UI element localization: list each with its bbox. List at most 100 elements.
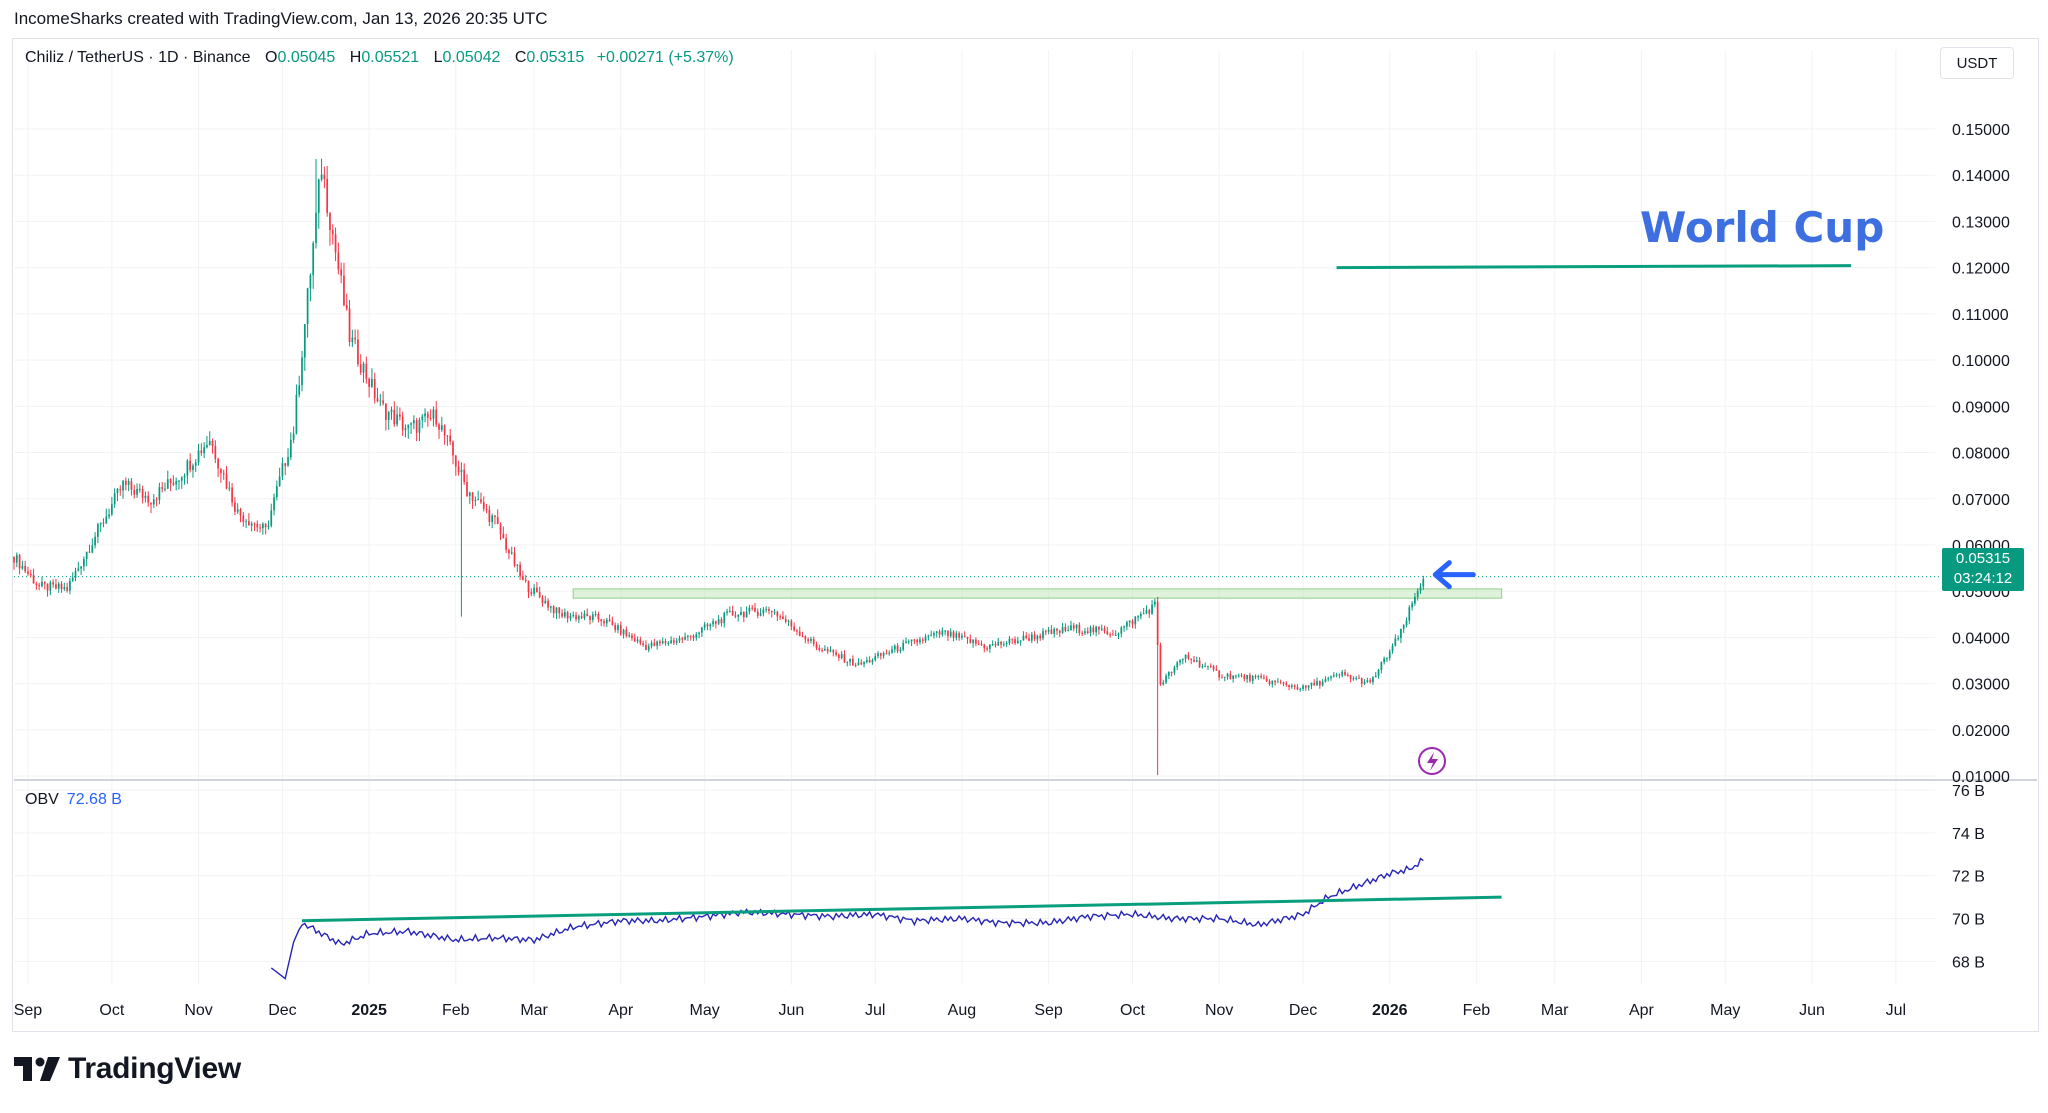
candle-body <box>575 615 577 620</box>
candle-body <box>203 447 206 454</box>
candle-body <box>334 234 337 253</box>
world-cup-annotation: World Cup <box>1640 203 1885 252</box>
candle-body <box>295 394 298 434</box>
candle-body <box>1277 681 1279 683</box>
candle-body <box>99 522 102 525</box>
time-axis-label: May <box>690 1002 720 1019</box>
candle-body <box>1128 620 1131 623</box>
candle-body <box>1397 638 1399 640</box>
candle-body <box>175 480 178 485</box>
candle-body <box>298 385 301 395</box>
candle-body <box>961 635 963 638</box>
candle-body <box>1162 682 1165 685</box>
candle-body <box>938 631 941 635</box>
candle-body <box>1394 638 1397 646</box>
last-price-tag: 0.05315 03:24:12 <box>1942 548 2024 591</box>
candle-body <box>337 252 340 270</box>
price-axis-label: 0.03000 <box>1952 677 2010 694</box>
candle-body <box>1209 665 1212 667</box>
candle-body <box>541 597 544 604</box>
candle-body <box>1050 629 1053 634</box>
candle-body <box>709 624 712 627</box>
candle-body <box>401 416 404 431</box>
candle-body <box>399 414 401 417</box>
candle-body <box>513 552 516 566</box>
candle-body <box>1386 658 1388 660</box>
candle-body <box>854 665 857 667</box>
candle-body <box>348 308 351 343</box>
candle-body <box>1098 626 1100 630</box>
candle-body <box>860 662 863 665</box>
candle-body <box>186 460 189 476</box>
time-axis-label: Apr <box>1629 1002 1655 1019</box>
candle-body <box>639 639 642 644</box>
candle-body <box>1134 616 1137 625</box>
candle-body <box>1112 634 1114 636</box>
candle-body <box>421 416 424 420</box>
candle-body <box>496 516 499 524</box>
candle-body <box>793 626 796 631</box>
candle-body <box>21 565 24 569</box>
candle-body <box>236 509 239 512</box>
candle-body <box>1279 681 1282 683</box>
candle-body <box>1223 676 1226 678</box>
low-value: 0.05042 <box>442 49 501 66</box>
time-axis-label: 2025 <box>351 1002 387 1019</box>
candle-body <box>921 639 924 641</box>
candle-body <box>1019 640 1022 642</box>
candle-body <box>127 481 130 485</box>
candle-body <box>597 614 600 620</box>
candle-body <box>647 646 650 651</box>
candle-body <box>1291 685 1293 687</box>
candle-body <box>661 641 664 644</box>
time-axis-label: Sep <box>1034 1002 1063 1019</box>
time-axis-label: Feb <box>1463 1002 1491 1019</box>
candle-body <box>77 568 80 572</box>
obv-axis-label: 68 B <box>1952 954 1985 971</box>
candle-body <box>390 409 393 413</box>
currency-button[interactable]: USDT <box>1940 47 2014 79</box>
candle-body <box>49 582 52 591</box>
candle-body <box>1198 660 1201 667</box>
candle-body <box>1302 685 1304 689</box>
candle-body <box>547 600 549 608</box>
candle-body <box>152 499 155 505</box>
candle-body <box>13 556 15 563</box>
candle-body <box>879 653 882 656</box>
candle-body <box>1422 579 1425 587</box>
candle-body <box>1254 676 1257 678</box>
candle-body <box>1142 613 1145 615</box>
candle-body <box>933 632 935 636</box>
candle-body <box>980 643 983 645</box>
candle-body <box>1176 662 1179 668</box>
candle-body <box>1299 688 1302 690</box>
candle-body <box>396 414 398 425</box>
candle-body <box>754 607 756 612</box>
candle-body <box>681 638 684 640</box>
candle-body <box>986 648 988 650</box>
candle-body <box>508 549 510 554</box>
candle-body <box>1145 610 1148 614</box>
candle-body <box>628 635 631 637</box>
time-axis-label: Jul <box>1886 1002 1906 1019</box>
candle-body <box>1039 635 1042 639</box>
high-value: 0.05521 <box>361 49 420 66</box>
candle-body <box>1193 659 1195 662</box>
symbol-name: Chiliz / TetherUS · 1D · Binance <box>25 49 251 66</box>
candle-body <box>924 636 927 641</box>
candle-body <box>659 641 661 644</box>
candle-body <box>642 643 645 645</box>
candle-body <box>446 435 449 437</box>
candle-body <box>851 658 854 666</box>
candle-body <box>1170 671 1173 673</box>
candle-body <box>452 441 454 456</box>
time-axis-label: Oct <box>99 1002 124 1019</box>
candle-body <box>1355 677 1358 679</box>
tradingview-logo[interactable]: TradingView <box>14 1052 241 1086</box>
candle-body <box>1151 604 1153 614</box>
open-value: 0.05045 <box>277 49 336 66</box>
candle-body <box>1156 601 1159 645</box>
candle-body <box>1005 642 1008 645</box>
candle-body <box>1165 675 1167 683</box>
